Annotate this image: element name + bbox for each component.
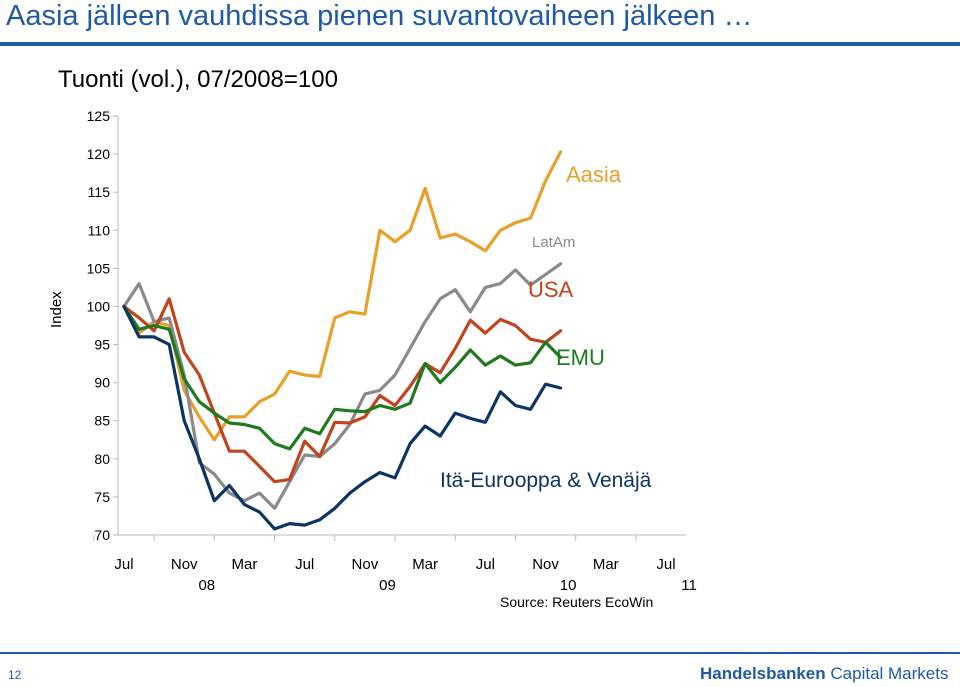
x-tick-label: Mar: [232, 556, 258, 573]
x-tick-label: Jul: [476, 556, 495, 573]
y-tick-label: 70: [94, 527, 110, 543]
y-tick-label: 115: [88, 184, 111, 200]
logo-suffix: Capital Markets: [825, 664, 949, 683]
x-tick-label: Jul: [114, 556, 133, 573]
x-year-label: 10: [560, 577, 577, 594]
page-number: 12: [8, 668, 22, 682]
y-tick-label: 85: [94, 413, 110, 429]
series-line: [122, 150, 563, 442]
y-tick-label: 105: [87, 260, 111, 276]
x-year-label: 08: [198, 577, 215, 594]
series-label: EMU: [556, 345, 605, 370]
company-logo: Handelsbanken Capital Markets: [700, 664, 948, 684]
chart-title: Tuonti (vol.), 07/2008=100: [58, 66, 338, 93]
x-year-label: 11: [681, 577, 697, 594]
title-divider: [0, 42, 960, 46]
slide-title: Aasia jälleen vauhdissa pienen suvantova…: [6, 0, 753, 32]
x-tick-label: Jul: [295, 556, 314, 573]
x-tick-label: Mar: [593, 556, 619, 573]
y-tick-label: 100: [87, 298, 111, 314]
footer-divider: [0, 652, 960, 654]
source-note: Source: Reuters EcoWin: [500, 594, 654, 610]
y-tick-label: 120: [87, 146, 111, 162]
x-tick-label: Nov: [171, 556, 198, 573]
x-year-label: 09: [379, 577, 396, 594]
y-tick-label: 95: [94, 337, 110, 353]
y-tick-label: 75: [94, 489, 110, 505]
y-tick-label: 125: [87, 108, 111, 124]
series-line: [122, 304, 563, 531]
logo-brand: Handelsbanken: [700, 664, 826, 683]
y-tick-label: 80: [94, 451, 110, 467]
series-line: [122, 297, 563, 484]
series-label: LatAm: [532, 234, 575, 251]
series-label: Itä-Eurooppa & Venäjä: [440, 469, 652, 492]
series-label: USA: [528, 277, 574, 302]
x-tick-label: Jul: [656, 556, 675, 573]
y-tick-label: 90: [94, 375, 110, 391]
series-line: [122, 262, 563, 510]
x-tick-label: Nov: [532, 556, 559, 573]
series-line: [122, 304, 563, 451]
x-tick-label: Mar: [412, 556, 438, 573]
series-label: Aasia: [566, 162, 622, 187]
x-tick-label: Nov: [352, 556, 379, 573]
y-tick-label: 110: [88, 222, 111, 238]
